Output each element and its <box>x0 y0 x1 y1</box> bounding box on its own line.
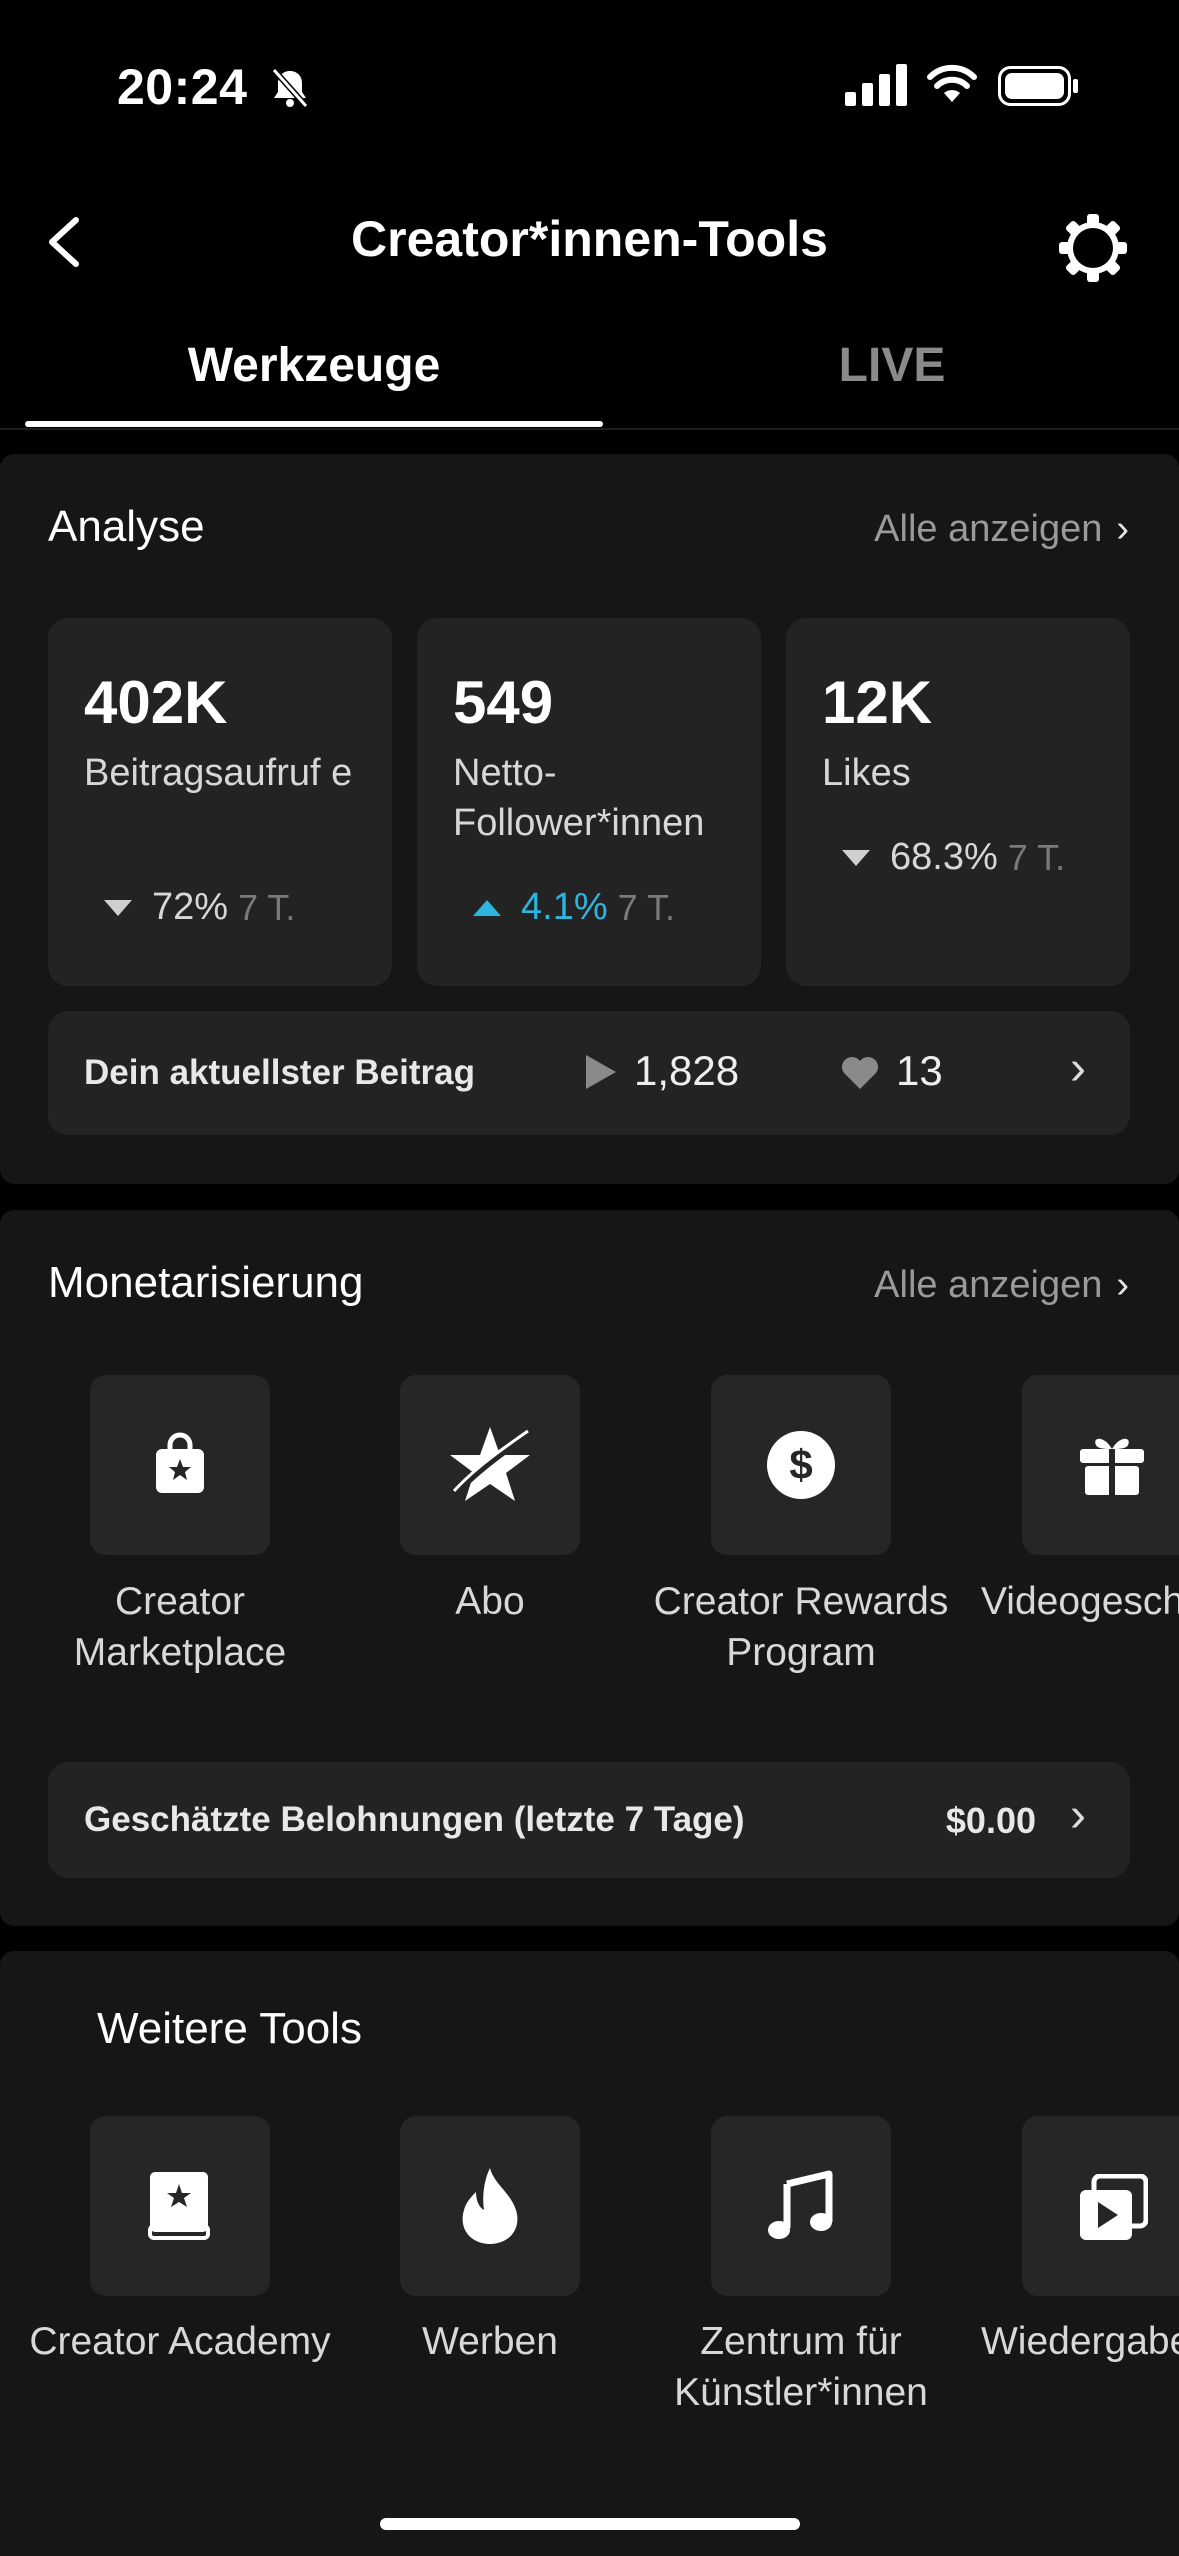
chevron-right-icon: › <box>1116 1264 1129 1306</box>
shopping-bag-star-icon <box>156 1432 204 1493</box>
book-star-icon <box>148 2172 210 2240</box>
stat-label: Beitragsaufruf e <box>84 752 353 794</box>
latest-post-label: Dein aktuellster Beitrag <box>84 1053 475 1092</box>
tool-label: Videogeschenke <box>981 1580 1179 1623</box>
music-note-icon <box>768 2170 833 2239</box>
tool-label: Creator Academy <box>29 2320 331 2363</box>
stat-change: 72% 7 T. <box>104 886 295 929</box>
svg-text:$: $ <box>789 1441 812 1488</box>
stat-card-followers[interactable]: 549 Netto- Follower*innen 4.1% 7 T. <box>417 618 761 986</box>
gift-icon <box>1080 1438 1144 1495</box>
tool-label: Abo <box>455 1580 525 1623</box>
tool-label: Creator Marketplace <box>73 1580 287 1674</box>
creator-academy-button[interactable] <box>90 2116 270 2296</box>
playlist-button[interactable] <box>1022 2116 1179 2296</box>
abo-button[interactable] <box>400 1375 580 1555</box>
stat-change-value: 68.3% <box>890 836 998 878</box>
tab-live[interactable]: LIVE <box>838 339 946 392</box>
stat-label: Netto- Follower*innen <box>453 752 705 844</box>
playlist-icon <box>1080 2174 1148 2240</box>
subscription-star-icon <box>450 1427 532 1501</box>
triangle-up-icon <box>473 899 501 916</box>
videogeschenke-button[interactable] <box>1022 1375 1179 1555</box>
tab-divider <box>0 428 1179 430</box>
monetization-see-all-link[interactable]: Alle anzeigen › <box>874 1264 1129 1307</box>
dollar-circle-icon: $ <box>767 1431 835 1499</box>
tool-label: Creator Rewards Program <box>653 1580 949 1674</box>
stat-value: 402K <box>84 669 228 736</box>
back-arrow-icon[interactable] <box>40 212 90 272</box>
stat-value: 12K <box>822 669 933 736</box>
see-all-label: Alle anzeigen <box>874 508 1103 550</box>
rewards-label: Geschätzte Belohnungen (letzte 7 Tage) <box>84 1800 745 1839</box>
tool-label: Werben <box>422 2320 558 2363</box>
stat-change-value: 4.1% <box>521 886 608 928</box>
mute-bell-icon <box>271 68 309 108</box>
tab-werkzeuge[interactable]: Werkzeuge <box>187 339 441 392</box>
werben-button[interactable] <box>400 2116 580 2296</box>
stat-label: Likes <box>822 752 911 794</box>
creator-marketplace-button[interactable] <box>90 1375 270 1555</box>
stat-period: 7 T. <box>1007 836 1066 878</box>
rewards-value: $0.00 <box>945 1800 1036 1841</box>
active-tab-indicator <box>25 421 603 427</box>
stat-period: 7 T. <box>238 886 296 928</box>
see-all-label: Alle anzeigen <box>874 1264 1103 1306</box>
analyse-see-all-link[interactable]: Alle anzeigen › <box>874 508 1129 551</box>
creator-rewards-button[interactable]: $ <box>711 1375 891 1555</box>
heart-icon <box>842 1057 878 1089</box>
more-tools-title: Weitere Tools <box>97 2004 362 2053</box>
flame-icon <box>462 2168 518 2244</box>
estimated-rewards-row[interactable]: Geschätzte Belohnungen (letzte 7 Tage) $… <box>48 1762 1130 1878</box>
stat-change-value: 72% <box>152 886 229 928</box>
triangle-down-icon <box>842 849 870 866</box>
tool-label: Wiedergabeliste <box>981 2320 1179 2363</box>
tool-label: Zentrum für Künstler*innen <box>674 2320 928 2414</box>
play-icon <box>586 1055 616 1089</box>
latest-post-likes: 13 <box>896 1047 943 1094</box>
battery-icon <box>998 66 1078 106</box>
chevron-right-icon: › <box>1070 1042 1086 1095</box>
status-time: 20:24 <box>117 59 248 115</box>
stat-card-views[interactable]: 402K Beitragsaufruf e 72% 7 T. <box>48 618 392 986</box>
stat-change: 4.1% 7 T. <box>473 886 675 929</box>
chevron-right-icon: › <box>1070 1789 1086 1842</box>
triangle-down-icon <box>104 899 132 916</box>
stat-value: 549 <box>453 669 554 736</box>
stat-change: 68.3% 7 T. <box>842 836 1065 879</box>
latest-post-views: 1,828 <box>634 1047 740 1094</box>
stat-card-likes[interactable]: 12K Likes 68.3% 7 T. <box>786 618 1130 986</box>
chevron-right-icon: › <box>1116 508 1129 550</box>
latest-post-row[interactable]: Dein aktuellster Beitrag 1,828 13 › <box>48 1011 1130 1135</box>
wifi-icon <box>927 64 977 102</box>
home-indicator <box>380 2518 800 2530</box>
stat-period: 7 T. <box>617 886 675 928</box>
cellular-signal-icon <box>845 64 907 106</box>
gear-icon[interactable] <box>1055 210 1131 286</box>
analyse-title: Analyse <box>48 502 205 551</box>
page-title: Creator*innen-Tools <box>351 211 828 267</box>
artist-center-button[interactable] <box>711 2116 891 2296</box>
monetization-title: Monetarisierung <box>48 1258 364 1307</box>
